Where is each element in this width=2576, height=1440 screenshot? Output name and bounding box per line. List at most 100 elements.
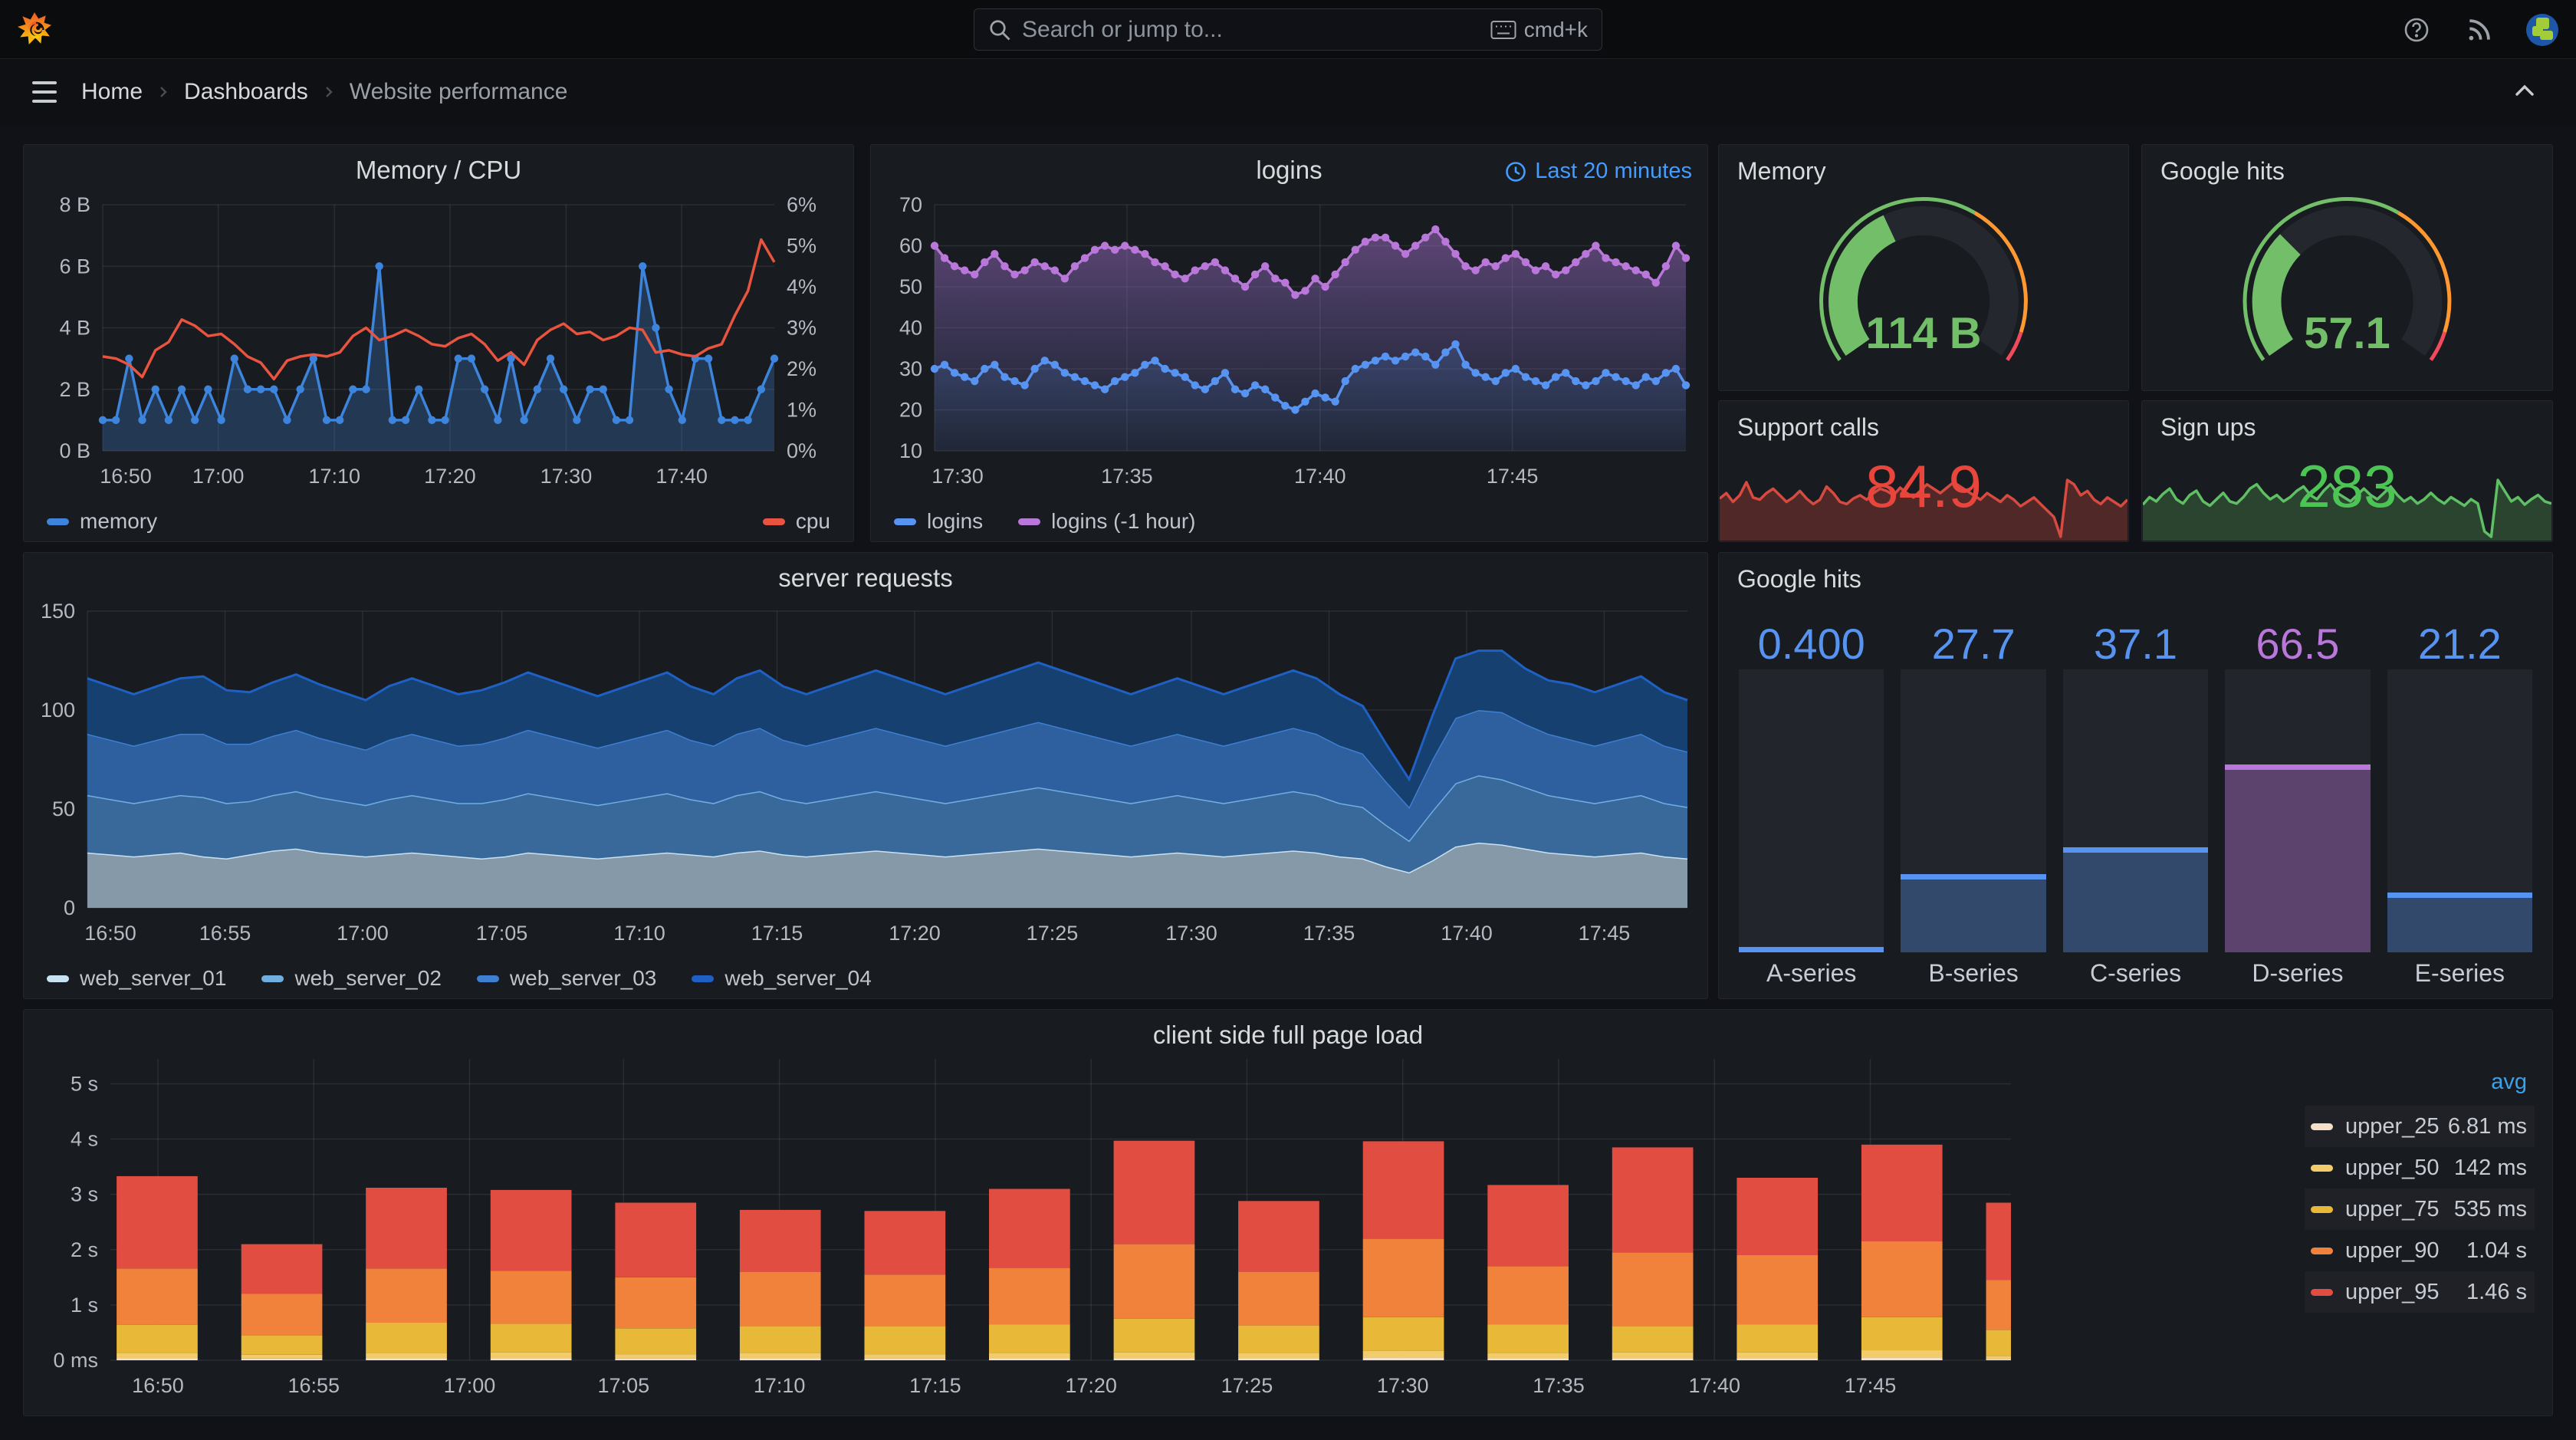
breadcrumb-current: Website performance [349,79,568,104]
panel-support-calls: Support calls 84.9 [1718,400,2129,542]
menu-toggle-icon[interactable] [28,77,61,107]
panel-client-load: client side full page load 0 ms 1 s 2 s 3 s… [23,1009,2553,1416]
svg-text:17:35: 17:35 [1101,465,1153,488]
panel-time-range[interactable]: Last 20 minutes [1504,159,1692,184]
sign-ups-sparkline [2141,476,2552,541]
panel-title[interactable]: Sign ups [2160,413,2256,441]
svg-text:17:45: 17:45 [1487,465,1539,488]
svg-text:17:15: 17:15 [751,922,803,945]
legend-item[interactable]: web_server_02 [261,966,442,991]
bar-gauge-fill [1901,873,2046,952]
logins-chart[interactable]: 10 20 30 40 50 60 70 17:30 17:35 17:40 17:45 [877,192,1701,497]
svg-text:17:25: 17:25 [1027,922,1079,945]
legend-item[interactable]: logins (-1 hour) [1018,509,1195,534]
svg-text:5 s: 5 s [71,1072,98,1095]
bar-gauge-value: 27.7 [1931,620,2016,668]
search-input[interactable]: Search or jump to... cmd+k [974,8,1602,51]
memory-cpu-chart[interactable]: 0 B 2 B 4 B 6 B 8 B 0% 1% 2% 3% 4% 5% 6% 16:50 17:00 1… [30,192,847,497]
svg-text:17:40: 17:40 [1441,922,1493,945]
bar-gauge-label: C-series [2089,959,2182,987]
svg-text:40: 40 [899,317,922,340]
news-button[interactable] [2463,13,2496,47]
keyboard-icon [1490,20,1516,39]
svg-text:2 B: 2 B [59,378,90,401]
collapse-button[interactable] [2501,75,2548,110]
svg-text:114 B: 114 B [1866,309,1982,358]
client-load-chart[interactable]: 0 ms 1 s 2 s 3 s 4 s 5 s 16:50 16:55 17:00 17:05 1… [30,1051,2023,1409]
svg-text:70: 70 [899,193,922,216]
grafana-logo-icon[interactable] [17,12,52,47]
help-icon [2404,18,2429,41]
panel-title[interactable]: server requests [778,564,953,592]
svg-text:16:55: 16:55 [288,1374,340,1397]
legend-row[interactable]: upper_25 6.81 ms [2305,1106,2535,1147]
svg-text:0%: 0% [787,439,816,462]
svg-text:0 ms: 0 ms [53,1349,98,1372]
legend-swatch [894,518,916,525]
svg-text:17:30: 17:30 [1377,1374,1429,1397]
svg-text:20: 20 [899,399,922,422]
panel-title[interactable]: Google hits [1737,565,1861,593]
memory-gauge: 114 B [1719,194,2128,386]
svg-text:17:10: 17:10 [613,922,665,945]
legend-avg-header[interactable]: avg [2491,1070,2527,1094]
panel-title[interactable]: Memory [1737,157,1826,185]
chevron-right-icon [160,87,167,97]
svg-text:17:30: 17:30 [932,465,984,488]
legend-swatch [261,975,284,982]
svg-text:60: 60 [899,235,922,258]
legend-row[interactable]: upper_50 142 ms [2305,1147,2535,1188]
panel-google-gauge: Google hits 57.1 [2141,144,2553,391]
legend-swatch [476,975,499,982]
breadcrumb-home[interactable]: Home [81,79,143,104]
svg-text:5%: 5% [787,235,816,258]
svg-text:1 s: 1 s [71,1294,98,1317]
breadcrumb-dashboards[interactable]: Dashboards [184,79,308,104]
svg-text:17:05: 17:05 [476,922,528,945]
panel-title[interactable]: Memory / CPU [355,156,522,184]
svg-text:17:15: 17:15 [909,1374,961,1397]
legend-row[interactable]: upper_95 1.46 s [2305,1271,2535,1313]
svg-text:3%: 3% [787,317,816,340]
legend-item[interactable]: web_server_01 [47,966,226,991]
bar-gauge-label: B-series [1928,959,2019,987]
legend-swatch [2311,1205,2333,1213]
breadcrumb-bar: Home Dashboards Website performance [0,59,2576,125]
legend-item[interactable]: logins [894,509,983,534]
svg-text:50: 50 [52,797,75,820]
search-placeholder: Search or jump to... [1022,16,1223,42]
svg-text:17:45: 17:45 [1845,1374,1897,1397]
panel-title[interactable]: Support calls [1737,413,1879,441]
legend-swatch [1018,518,1041,525]
legend-row[interactable]: upper_90 1.04 s [2305,1230,2535,1271]
bar-gauge-fill [2225,764,2371,952]
legend-row[interactable]: upper_75 535 ms [2305,1188,2535,1230]
bar-gauge-track [2387,669,2533,952]
panel-title[interactable]: client side full page load [1152,1021,1424,1049]
bar-gauge-column: 37.1 C-series [2062,619,2209,988]
panel-title[interactable]: Google hits [2160,157,2285,185]
google-hits-bar-gauge: 0.400 A-series 27.7 B-series 37.1 C-series 66.… [1739,619,2533,988]
bar-gauge-value: 21.2 [2417,620,2502,668]
help-button[interactable] [2400,13,2433,47]
bar-gauge-column: 0.400 A-series [1739,619,1884,988]
server-requests-chart[interactable]: 0 50 100 150 16:50 16:55 17:00 17:05 17:10 17:15 1… [30,599,1701,954]
svg-text:10: 10 [899,439,922,462]
legend-swatch [2311,1123,2333,1130]
svg-text:17:20: 17:20 [1065,1374,1117,1397]
user-avatar[interactable] [2525,13,2559,47]
svg-text:17:20: 17:20 [889,922,941,945]
bar-gauge-track [2225,669,2371,952]
legend-item[interactable]: web_server_04 [692,966,872,991]
svg-text:3 s: 3 s [71,1183,98,1206]
legend-item[interactable]: cpu [762,509,830,534]
legend-swatch [762,518,785,525]
panel-title[interactable]: logins [1256,156,1322,184]
legend-item[interactable]: web_server_03 [476,966,656,991]
svg-text:0 B: 0 B [59,439,90,462]
legend-item[interactable]: memory [47,509,157,534]
svg-text:17:35: 17:35 [1533,1374,1585,1397]
legend-swatch [2311,1247,2333,1254]
bar-gauge-column: 21.2 E-series [2387,619,2533,988]
svg-text:17:10: 17:10 [754,1374,806,1397]
